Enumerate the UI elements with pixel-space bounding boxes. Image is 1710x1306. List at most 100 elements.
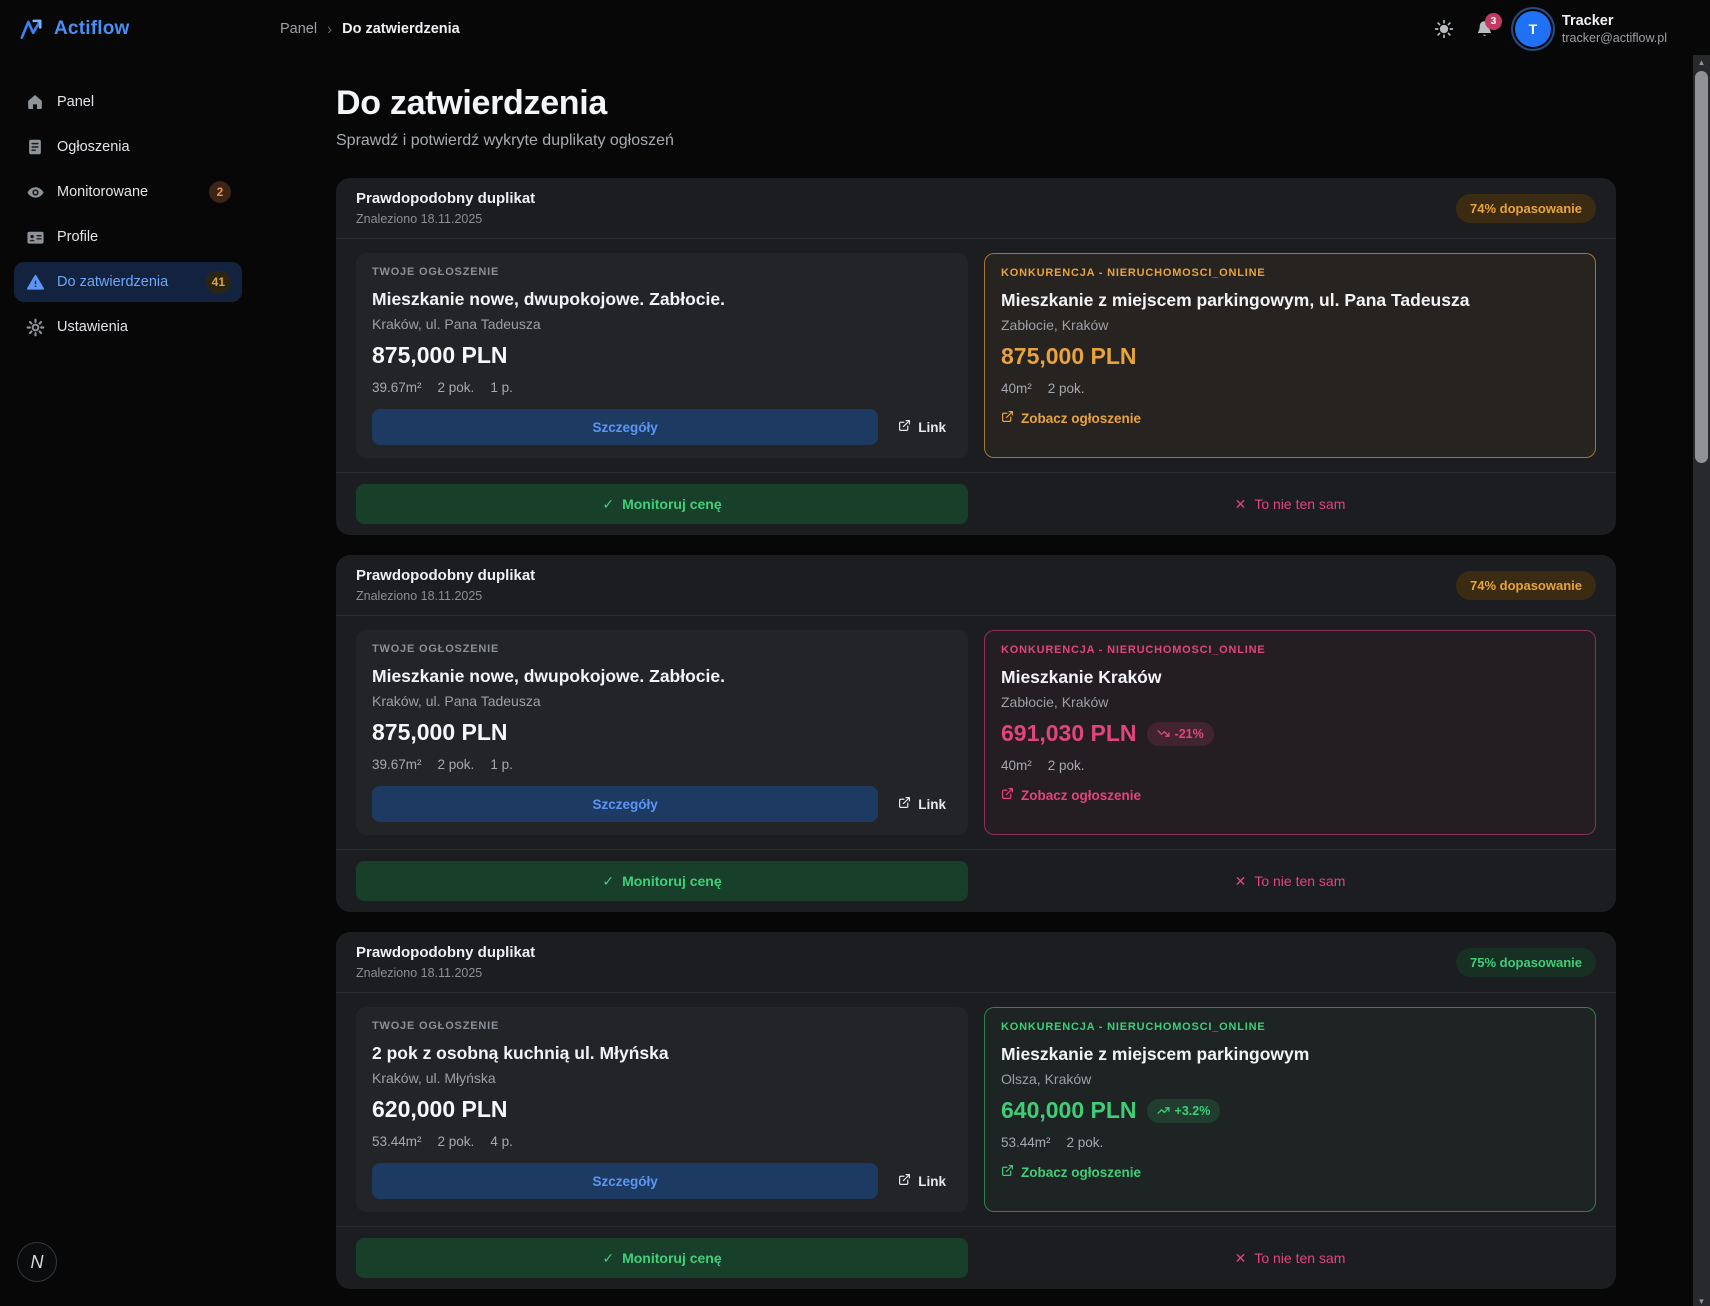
competitor-label: KONKURENCJA - NIERUCHOMOSCI_ONLINE xyxy=(1001,644,1266,656)
user-name: Tracker xyxy=(1561,12,1614,29)
match-percent-badge: 74% dopasowanie xyxy=(1456,570,1596,600)
notifications-button[interactable]: 3 xyxy=(1474,12,1502,40)
sun-icon xyxy=(1434,19,1454,39)
scroll-up-arrow[interactable]: ▲ xyxy=(1697,58,1706,67)
user-menu[interactable]: T Tracker tracker@actiflow.pl xyxy=(1514,11,1667,47)
breadcrumb-current: Do zatwierdzenia xyxy=(342,21,460,37)
listing-location: Kraków, ul. Pana Tadeusza xyxy=(372,693,541,709)
details-button[interactable]: Szczegóły xyxy=(372,409,879,445)
price-change-badge: +3.2% xyxy=(1146,1098,1221,1123)
not-same-button[interactable]: ✕ To nie ten sam xyxy=(984,861,1596,901)
listing-area: 39.67m² xyxy=(372,757,422,772)
home-icon xyxy=(25,92,45,112)
listing-rooms: 2 pok. xyxy=(437,757,475,772)
match-percent-badge: 74% dopasowanie xyxy=(1456,193,1596,223)
external-link-icon xyxy=(898,796,911,812)
listing-price: 875,000 PLN xyxy=(372,719,508,745)
view-listing-link[interactable]: Zobacz ogłoszenie xyxy=(1001,787,1141,803)
sidebar-item-label: Do zatwierdzenia xyxy=(57,274,169,290)
id-card-icon xyxy=(25,227,45,247)
monitor-price-button[interactable]: ✓ Monitoruj cenę xyxy=(356,861,968,901)
listing-area: 39.67m² xyxy=(372,380,422,395)
listing-title: 2 pok z osobną kuchnią ul. Młyńska xyxy=(372,1043,669,1063)
x-icon: ✕ xyxy=(1234,495,1247,512)
listing-floor: 1 p. xyxy=(490,380,513,395)
view-listing-link[interactable]: Zobacz ogłoszenie xyxy=(1001,410,1141,426)
scroll-down-arrow[interactable]: ▼ xyxy=(1697,1297,1706,1306)
duplicate-card: Prawdopodobny duplikat Znaleziono 18.11.… xyxy=(336,932,1616,1289)
external-link-icon xyxy=(898,419,911,435)
competitor-area: 40m² xyxy=(1001,381,1032,396)
listing-price: 875,000 PLN xyxy=(372,342,508,368)
details-button[interactable]: Szczegóły xyxy=(372,1163,879,1199)
sidebar-item-home[interactable]: Panel xyxy=(14,82,242,122)
your-listing-label: TWOJE OGŁOSZENIE xyxy=(372,1020,500,1032)
card-found-date: Znaleziono 18.11.2025 xyxy=(356,966,483,980)
your-listing-label: TWOJE OGŁOSZENIE xyxy=(372,266,500,278)
duplicate-card: Prawdopodobny duplikat Znaleziono 18.11.… xyxy=(336,178,1616,535)
external-link-icon xyxy=(1001,1164,1014,1180)
trending-down-icon xyxy=(1156,730,1170,737)
your-listing-label: TWOJE OGŁOSZENIE xyxy=(372,643,500,655)
approval-icon xyxy=(25,272,45,292)
listing-rooms: 2 pok. xyxy=(437,380,475,395)
competitor-listing-panel: KONKURENCJA - NIERUCHOMOSCI_ONLINE Miesz… xyxy=(984,1007,1596,1212)
page-title: Do zatwierdzenia xyxy=(336,84,608,122)
theme-toggle-button[interactable] xyxy=(1434,19,1454,39)
link-button[interactable]: Link xyxy=(892,419,952,435)
app-logo[interactable]: Actiflow xyxy=(18,16,256,42)
sidebar-item-label: Profile xyxy=(57,229,99,245)
listing-location: Kraków, ul. Pana Tadeusza xyxy=(372,316,541,332)
dev-indicator-button[interactable]: N xyxy=(17,1242,57,1282)
sidebar-item-id-card[interactable]: Profile xyxy=(14,217,242,257)
avatar: T xyxy=(1514,11,1551,47)
competitor-price: 875,000 PLN xyxy=(1001,343,1137,369)
x-icon: ✕ xyxy=(1234,872,1247,889)
competitor-price: 691,030 PLN xyxy=(1001,720,1137,746)
listing-area: 53.44m² xyxy=(372,1134,422,1149)
breadcrumb-root[interactable]: Panel xyxy=(280,21,318,37)
card-found-date: Znaleziono 18.11.2025 xyxy=(356,212,483,226)
listing-floor: 1 p. xyxy=(490,757,513,772)
sidebar-item-eye[interactable]: Monitorowane 2 xyxy=(14,172,242,212)
competitor-area: 40m² xyxy=(1001,758,1032,773)
your-listing-panel: TWOJE OGŁOSZENIE Mieszkanie nowe, dwupok… xyxy=(356,253,968,458)
sidebar-item-gear[interactable]: Ustawienia xyxy=(14,307,242,347)
competitor-price: 640,000 PLN xyxy=(1001,1097,1137,1123)
link-button[interactable]: Link xyxy=(892,796,952,812)
card-title: Prawdopodobny duplikat xyxy=(356,190,536,207)
card-title: Prawdopodobny duplikat xyxy=(356,944,536,961)
not-same-button[interactable]: ✕ To nie ten sam xyxy=(984,1238,1596,1278)
competitor-location: Zabłocie, Kraków xyxy=(1001,694,1109,710)
listing-location: Kraków, ul. Młyńska xyxy=(372,1070,496,1086)
sidebar-item-approval[interactable]: Do zatwierdzenia 41 xyxy=(14,262,242,302)
competitor-listing-panel: KONKURENCJA - NIERUCHOMOSCI_ONLINE Miesz… xyxy=(984,630,1596,835)
not-same-button[interactable]: ✕ To nie ten sam xyxy=(984,484,1596,524)
scrollbar: ▲ ▼ xyxy=(1693,55,1710,1306)
monitor-price-button[interactable]: ✓ Monitoruj cenę xyxy=(356,1238,968,1278)
link-button[interactable]: Link xyxy=(892,1173,952,1189)
monitor-price-button[interactable]: ✓ Monitoruj cenę xyxy=(356,484,968,524)
check-icon: ✓ xyxy=(602,1249,615,1266)
your-listing-panel: TWOJE OGŁOSZENIE Mieszkanie nowe, dwupok… xyxy=(356,630,968,835)
external-link-icon xyxy=(898,1173,911,1189)
external-link-icon xyxy=(1001,787,1014,803)
competitor-label: KONKURENCJA - NIERUCHOMOSCI_ONLINE xyxy=(1001,1021,1266,1033)
sidebar-item-listings[interactable]: Ogłoszenia xyxy=(14,127,242,167)
top-bar: Actiflow Panel › Do zatwierdzenia 3 T Tr… xyxy=(0,0,1693,58)
card-title: Prawdopodobny duplikat xyxy=(356,567,536,584)
x-icon: ✕ xyxy=(1234,1249,1247,1266)
competitor-rooms: 2 pok. xyxy=(1047,381,1085,396)
competitor-title: Mieszkanie Kraków xyxy=(1001,667,1162,687)
competitor-title: Mieszkanie z miejscem parkingowym, ul. P… xyxy=(1001,290,1470,310)
scrollbar-thumb[interactable] xyxy=(1695,71,1708,463)
listings-icon xyxy=(25,137,45,157)
listing-title: Mieszkanie nowe, dwupokojowe. Zabłocie. xyxy=(372,289,725,309)
page-subtitle: Sprawdź i potwierdź wykryte duplikaty og… xyxy=(336,132,674,149)
details-button[interactable]: Szczegóły xyxy=(372,786,879,822)
view-listing-link[interactable]: Zobacz ogłoszenie xyxy=(1001,1164,1141,1180)
breadcrumb: Panel › Do zatwierdzenia xyxy=(280,21,460,38)
listing-title: Mieszkanie nowe, dwupokojowe. Zabłocie. xyxy=(372,666,725,686)
divider xyxy=(336,238,1616,239)
card-header: Prawdopodobny duplikat Znaleziono 18.11.… xyxy=(336,555,1616,615)
